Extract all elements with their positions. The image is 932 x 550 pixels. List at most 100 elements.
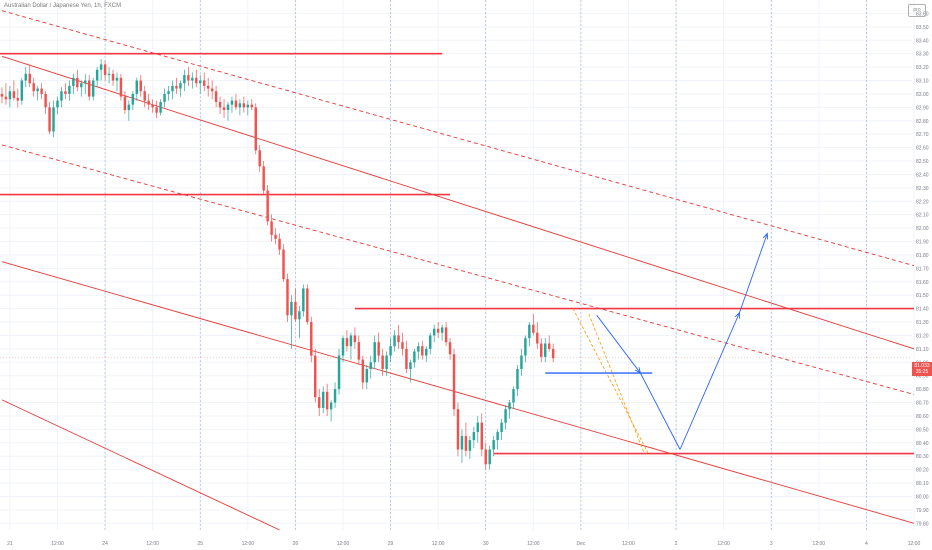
candle-body <box>389 346 392 356</box>
candle-body <box>191 77 194 81</box>
candle-body <box>373 342 376 363</box>
x-tick-label: 12:00 <box>337 541 350 547</box>
horizontal-levels <box>0 52 914 455</box>
x-tick-label: 29 <box>388 541 394 547</box>
candle-body <box>147 100 150 105</box>
candle-body <box>84 80 87 84</box>
candle-body <box>99 64 103 70</box>
candle-body <box>64 91 67 94</box>
candle-body <box>532 324 535 333</box>
candle-body <box>468 440 472 451</box>
candle-body <box>543 343 547 357</box>
candle-body <box>131 93 135 105</box>
y-tick-label: 82.00 <box>916 226 929 232</box>
candle-body <box>12 91 16 98</box>
candle-body <box>107 73 111 76</box>
x-tick-label: 12:00 <box>432 541 445 547</box>
candle-body <box>286 279 289 316</box>
y-tick-label: 82.10 <box>916 213 929 219</box>
time-axis: 21 12:00 24 12:00 25 12:00 26 12:00 29 12:00 30 12:… <box>7 541 920 547</box>
y-tick-label: 82.80 <box>916 119 929 125</box>
y-tick-label: 81.70 <box>916 266 929 272</box>
candle-body <box>357 342 361 360</box>
candle-body <box>282 249 285 280</box>
y-tick-label: 83.40 <box>916 38 929 44</box>
candle-body <box>317 397 321 408</box>
x-tick-label: 12:00 <box>242 541 255 547</box>
projection-segment <box>679 312 740 450</box>
candle-body <box>524 338 527 356</box>
candle-body <box>250 104 254 108</box>
candle-body <box>8 91 12 100</box>
y-tick-label: 83.60 <box>916 11 929 17</box>
candle-body <box>448 342 452 355</box>
candle-body <box>464 436 468 451</box>
candle-body <box>321 391 325 408</box>
y-tick-label: 80.90 <box>916 374 929 380</box>
candle-body <box>385 355 388 369</box>
candle-body <box>266 190 269 222</box>
y-tick-label: 80.30 <box>916 454 929 460</box>
candle-body <box>210 88 214 92</box>
y-tick-label: 83.50 <box>916 25 929 31</box>
candle-body <box>512 389 515 403</box>
candle-body <box>365 368 369 383</box>
candle-body <box>56 100 59 108</box>
x-tick-label: 21 <box>7 541 13 547</box>
projection-segment <box>639 372 681 450</box>
candle-body <box>417 346 420 352</box>
candle-body <box>456 409 460 450</box>
y-tick-label: 81.50 <box>916 293 929 299</box>
y-tick-label: 81.20 <box>916 333 929 339</box>
x-tick-label: 12:00 <box>813 541 826 547</box>
candle-body <box>306 288 309 323</box>
candle-body <box>381 355 384 369</box>
x-tick-label: 24 <box>102 541 108 547</box>
y-tick-label: 82.90 <box>916 105 929 111</box>
candle-body <box>516 368 519 390</box>
candle-body <box>123 96 127 111</box>
candle-body <box>361 359 365 383</box>
candle-body <box>298 311 301 320</box>
candle-body <box>226 104 230 111</box>
y-tick-label: 82.50 <box>916 159 929 165</box>
candle-body <box>163 93 166 102</box>
x-tick-label: 25 <box>197 541 203 547</box>
y-tick-label: 79.80 <box>916 521 929 527</box>
candle-body <box>48 107 51 132</box>
y-tick-label: 82.20 <box>916 199 929 205</box>
candle-body <box>551 348 555 359</box>
candle-body <box>294 301 297 320</box>
candle-body <box>175 85 178 89</box>
candle-body <box>214 91 218 102</box>
candle-body <box>76 77 79 88</box>
candle-body <box>139 80 142 92</box>
candle-body <box>24 73 28 81</box>
candles <box>0 59 555 470</box>
candle-body <box>314 355 317 398</box>
candle-body <box>242 103 246 108</box>
candle-body <box>80 83 83 88</box>
y-tick-label: 80.20 <box>916 468 929 474</box>
candle-body <box>496 432 499 441</box>
candle-body <box>345 338 349 347</box>
x-tick-label: 12:00 <box>146 541 159 547</box>
candle-body <box>508 402 511 410</box>
candle-body <box>262 166 265 191</box>
candle-body <box>278 238 281 250</box>
y-tick-label: 80.80 <box>916 387 929 393</box>
price-axis: 83.60 83.50 83.40 83.30 83.20 83.10 83.00 82.90… <box>916 11 929 527</box>
candle-body <box>28 73 31 84</box>
candle-body <box>393 335 396 347</box>
last-price-value: 81.033 <box>914 363 930 369</box>
channel-lines <box>1 10 915 531</box>
y-tick-label: 80.70 <box>916 401 929 407</box>
candle-body <box>428 335 432 349</box>
y-tick-label: 81.90 <box>916 240 929 246</box>
candle-body <box>103 64 107 76</box>
projection-arrowhead <box>762 232 769 240</box>
y-tick-label: 79.90 <box>916 508 929 514</box>
candle-body <box>151 104 154 108</box>
y-tick-label: 81.10 <box>916 347 929 353</box>
